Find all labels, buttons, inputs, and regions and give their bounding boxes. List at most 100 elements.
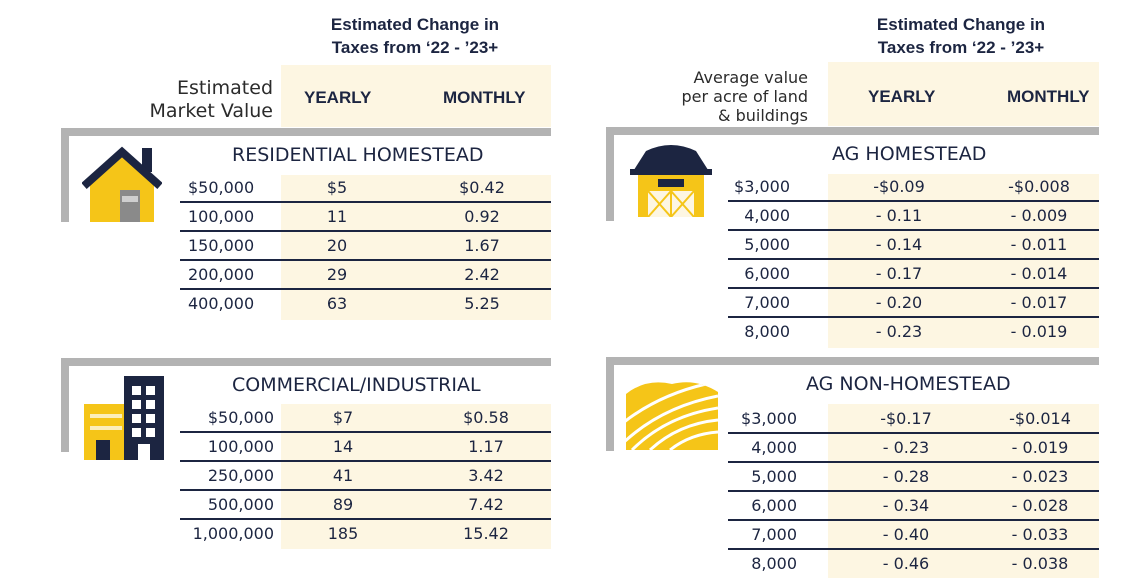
value-cell: 500,000 (207, 495, 274, 514)
row-separator (180, 230, 551, 232)
table-row: 7,000 - 0.40 - 0.033 (728, 521, 1099, 550)
residential-divider (61, 128, 551, 136)
left-header-title: Estimated Change in Taxes from ‘22 - ’23… (300, 13, 530, 59)
monthly-cell: 7.42 (468, 495, 504, 514)
row-separator (180, 259, 551, 261)
table-row: 250,000 41 3.42 (180, 462, 551, 491)
table-row: 4,000 - 0.23 - 0.019 (728, 434, 1099, 463)
yearly-cell: 14 (332, 437, 354, 456)
monthly-cell: $0.42 (459, 178, 505, 197)
table-row: $50,000 $7 $0.58 (180, 404, 551, 433)
monthly-cell: 0.92 (464, 207, 500, 226)
row-separator (728, 287, 1099, 289)
table-row: 400,000 63 5.25 (180, 290, 551, 318)
right-yearly-header: YEARLY (868, 87, 936, 106)
monthly-cell: - 0.009 (1010, 206, 1068, 225)
table-row: 8,000 - 0.23 - 0.019 (728, 318, 1099, 346)
row-separator (180, 201, 551, 203)
row-separator (728, 548, 1099, 550)
commercial-side-bar (61, 358, 69, 452)
monthly-cell: - 0.023 (1011, 467, 1069, 486)
monthly-cell: -$0.014 (1009, 409, 1071, 428)
monthly-cell: - 0.038 (1011, 554, 1069, 573)
monthly-cell: 5.25 (464, 294, 500, 313)
right-label-line1: Average value (693, 68, 809, 87)
monthly-cell: - 0.019 (1011, 438, 1069, 457)
row-separator (728, 519, 1099, 521)
left-value-label: Estimated Market Value (120, 77, 273, 123)
yearly-cell: - 0.34 (882, 496, 930, 515)
table-row: 1,000,000 185 15.42 (180, 520, 551, 548)
ag-homestead-cream-band (828, 174, 1099, 348)
row-separator (728, 200, 1099, 202)
table-row: $50,000 $5 $0.42 (180, 174, 551, 203)
value-cell: 6,000 (751, 496, 797, 515)
yearly-cell: - 0.46 (882, 554, 930, 573)
house-icon (82, 146, 162, 222)
monthly-cell: - 0.033 (1011, 525, 1069, 544)
monthly-cell: 3.42 (468, 466, 504, 485)
monthly-cell: 2.42 (464, 265, 500, 284)
row-separator (180, 431, 551, 433)
table-row: 6,000 - 0.34 - 0.028 (728, 492, 1099, 521)
row-separator (180, 489, 551, 491)
table-row: 8,000 - 0.46 - 0.038 (728, 550, 1099, 578)
left-yearly-header: YEARLY (304, 88, 372, 107)
row-separator (728, 461, 1099, 463)
value-cell: $50,000 (188, 178, 255, 197)
value-cell: 5,000 (744, 235, 790, 254)
commercial-divider (61, 358, 551, 366)
value-cell: 6,000 (744, 264, 790, 283)
monthly-cell: - 0.011 (1010, 235, 1068, 254)
yearly-cell: 63 (326, 294, 348, 313)
monthly-cell: - 0.014 (1010, 264, 1068, 283)
right-monthly-header: MONTHLY (1007, 87, 1090, 106)
yearly-cell: 20 (326, 236, 348, 255)
right-title-line1: Estimated Change in (876, 15, 1046, 34)
right-label-line2: per acre of land (681, 87, 808, 106)
left-title-line2: Taxes from ‘22 - ’23+ (331, 38, 499, 57)
yearly-cell: -$0.09 (873, 177, 925, 196)
buildings-icon (84, 376, 164, 460)
table-row: 5,000 - 0.14 - 0.011 (728, 231, 1099, 260)
yearly-cell: 11 (326, 207, 348, 226)
table-row: 6,000 - 0.17 - 0.014 (728, 260, 1099, 289)
table-row: 150,000 20 1.67 (180, 232, 551, 261)
residential-cream-band (281, 175, 551, 320)
right-header-title: Estimated Change in Taxes from ‘22 - ’23… (846, 13, 1076, 59)
yearly-cell: $7 (332, 408, 354, 427)
row-separator (728, 229, 1099, 231)
yearly-cell: - 0.17 (875, 264, 923, 283)
monthly-cell: - 0.028 (1011, 496, 1069, 515)
value-cell: 400,000 (188, 294, 255, 313)
ag-non-homestead-side-bar (606, 357, 614, 451)
value-cell: 5,000 (751, 467, 797, 486)
residential-side-bar (61, 128, 69, 222)
left-monthly-header: MONTHLY (443, 88, 526, 107)
ag-non-homestead-title: AG NON-HOMESTEAD (806, 373, 1011, 395)
row-separator (728, 258, 1099, 260)
commercial-cream-band (281, 404, 551, 549)
row-separator (728, 316, 1099, 318)
monthly-cell: $0.58 (463, 408, 509, 427)
value-cell: $50,000 (207, 408, 274, 427)
left-label-line1: Estimated (177, 77, 273, 99)
table-row: 4,000 - 0.11 - 0.009 (728, 202, 1099, 231)
yearly-cell: 89 (332, 495, 354, 514)
right-header-band (828, 62, 1099, 126)
monthly-cell: - 0.017 (1010, 293, 1068, 312)
table-row: 5,000 - 0.28 - 0.023 (728, 463, 1099, 492)
residential-title: RESIDENTIAL HOMESTEAD (232, 144, 484, 166)
right-label-line3: & buildings (718, 106, 808, 125)
yearly-cell: - 0.20 (875, 293, 923, 312)
row-separator (180, 288, 551, 290)
ag-homestead-side-bar (606, 127, 614, 221)
right-value-label: Average value per acre of land & buildin… (660, 68, 808, 125)
value-cell: $3,000 (734, 177, 790, 196)
value-cell: 8,000 (744, 322, 790, 341)
ag-homestead-divider (606, 127, 1099, 135)
value-cell: 100,000 (207, 437, 274, 456)
value-cell: 7,000 (751, 525, 797, 544)
yearly-cell: 41 (332, 466, 354, 485)
monthly-cell: 1.67 (464, 236, 500, 255)
